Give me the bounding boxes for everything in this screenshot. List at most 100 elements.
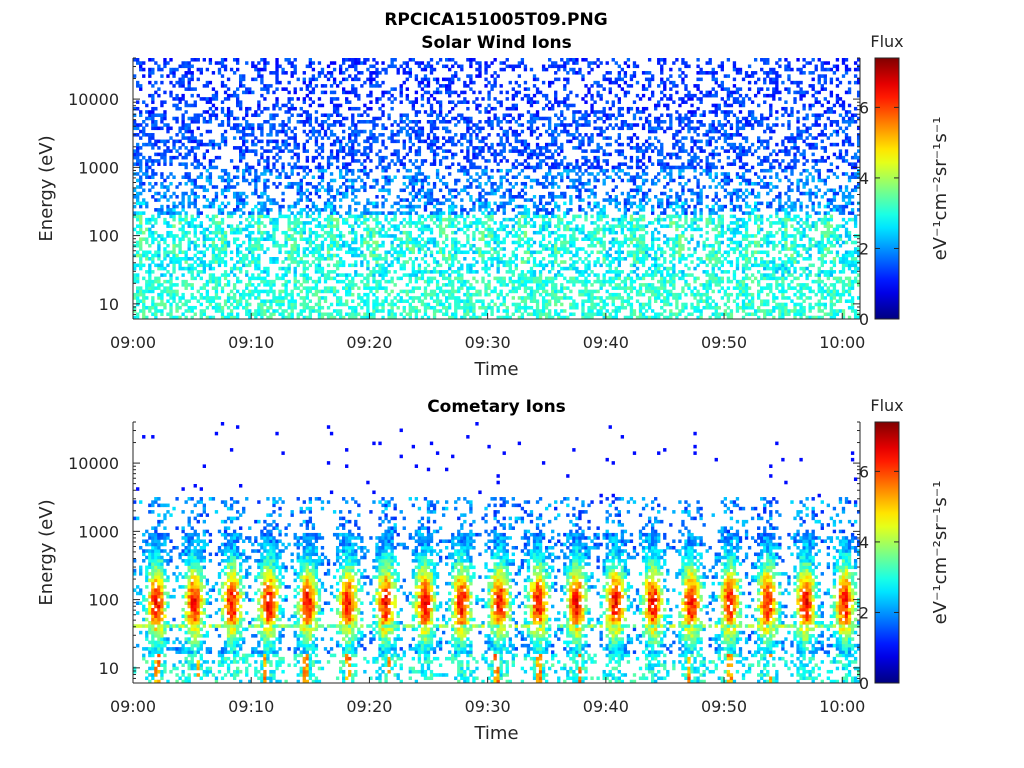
data-cell xyxy=(354,195,358,199)
data-cell xyxy=(390,289,394,294)
data-cell xyxy=(435,80,440,85)
data-cell xyxy=(381,142,385,147)
data-cell xyxy=(520,279,525,284)
data-cell xyxy=(308,113,313,118)
data-cell xyxy=(354,74,358,78)
data-cell xyxy=(187,84,191,88)
data-cell xyxy=(411,247,416,251)
data-cell xyxy=(169,315,173,320)
data-cell xyxy=(342,260,346,264)
data-cell xyxy=(335,266,340,271)
data-cell xyxy=(408,168,412,173)
data-cell xyxy=(163,257,167,261)
data-cell xyxy=(523,234,528,238)
data-cell xyxy=(372,185,376,189)
data-cell xyxy=(145,221,149,225)
data-cell xyxy=(448,217,452,222)
data-cell xyxy=(299,165,303,170)
data-cell xyxy=(302,299,306,303)
data-cell xyxy=(423,305,428,310)
data-cell xyxy=(348,58,352,62)
data-cell xyxy=(351,181,355,186)
data-cell xyxy=(263,185,267,189)
data-cell xyxy=(466,155,470,160)
data-cell xyxy=(541,208,546,212)
data-cell xyxy=(136,312,140,317)
data-cell xyxy=(402,61,406,65)
data-cell xyxy=(169,136,173,140)
data-cell xyxy=(151,126,155,131)
data-cell xyxy=(451,243,455,248)
data-cell xyxy=(145,162,149,166)
data-cell xyxy=(142,211,146,215)
data-cell xyxy=(214,165,219,170)
data-cell xyxy=(190,217,194,222)
data-cell xyxy=(469,77,473,82)
data-cell xyxy=(226,87,231,91)
data-cell xyxy=(133,58,137,62)
data-cell xyxy=(375,71,379,75)
data-cell xyxy=(175,106,179,111)
data-cell xyxy=(311,250,316,255)
data-cell xyxy=(287,106,291,111)
data-cell xyxy=(535,87,540,91)
data-cell xyxy=(142,100,146,104)
data-cell xyxy=(469,142,473,147)
data-cell xyxy=(335,299,340,303)
data-cell xyxy=(239,198,243,202)
data-cell xyxy=(502,302,506,307)
data-cell xyxy=(554,90,558,95)
data-cell xyxy=(463,188,467,193)
data-cell xyxy=(335,149,340,153)
data-cell xyxy=(172,253,176,258)
data-cell xyxy=(390,100,394,104)
data-cell xyxy=(157,126,161,131)
data-cell xyxy=(154,279,158,284)
data-cell xyxy=(366,146,370,150)
data-cell xyxy=(323,257,328,261)
data-cell xyxy=(496,315,500,320)
data-cell xyxy=(217,263,222,268)
data-cell xyxy=(408,279,412,284)
data-cell xyxy=(435,240,440,245)
data-cell xyxy=(369,312,373,317)
data-cell xyxy=(393,58,397,62)
data-cell xyxy=(338,279,343,284)
data-cell xyxy=(275,61,279,65)
data-cell xyxy=(269,133,273,137)
data-cell xyxy=(260,270,264,274)
data-cell xyxy=(278,146,282,150)
data-cell xyxy=(335,253,340,258)
data-cell xyxy=(466,312,470,317)
data-cell xyxy=(269,302,273,307)
data-cell xyxy=(208,139,213,144)
data-cell xyxy=(338,67,343,72)
data-cell xyxy=(293,133,297,137)
data-cell xyxy=(326,201,331,206)
data-cell xyxy=(548,315,552,320)
data-cell xyxy=(414,61,419,65)
data-cell xyxy=(399,263,403,268)
data-cell xyxy=(541,106,546,111)
data-cell xyxy=(523,250,528,255)
data-cell xyxy=(166,234,170,238)
data-cell xyxy=(172,191,176,196)
data-cell xyxy=(508,263,512,268)
data-cell xyxy=(529,185,534,189)
data-cell xyxy=(490,61,494,65)
data-cell xyxy=(417,136,422,140)
data-cell xyxy=(242,198,246,202)
data-cell xyxy=(357,302,361,307)
data-cell xyxy=(329,227,334,232)
data-cell xyxy=(205,110,210,114)
data-cell xyxy=(332,119,337,124)
data-cell xyxy=(526,100,531,104)
data-cell xyxy=(242,227,246,232)
data-cell xyxy=(136,155,140,160)
data-cell xyxy=(317,61,322,65)
data-cell xyxy=(320,312,325,317)
data-cell xyxy=(396,129,400,134)
data-cell xyxy=(305,149,309,153)
data-cell xyxy=(317,123,322,127)
data-cell xyxy=(178,84,182,88)
